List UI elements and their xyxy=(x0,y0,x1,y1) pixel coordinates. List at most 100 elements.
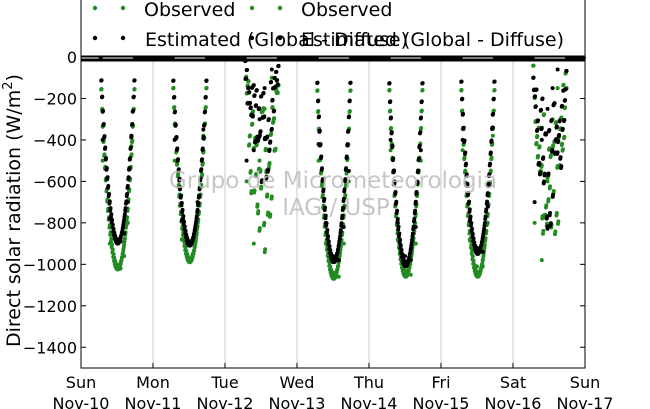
data-point xyxy=(181,214,186,219)
data-point xyxy=(178,185,183,190)
data-point xyxy=(199,167,204,172)
data-point xyxy=(464,161,469,166)
estimated-point xyxy=(129,133,134,138)
data-point xyxy=(131,94,136,99)
data-point xyxy=(176,157,181,162)
data-point xyxy=(200,157,205,162)
data-point xyxy=(101,122,106,127)
data-point xyxy=(470,232,475,237)
estimated-point xyxy=(403,254,407,259)
data-point xyxy=(202,122,207,127)
data-point xyxy=(257,226,262,231)
data-point xyxy=(491,96,496,101)
data-point xyxy=(340,213,345,218)
legend-marker xyxy=(249,35,255,41)
grid-lines xyxy=(152,57,514,368)
data-point xyxy=(172,105,177,110)
data-point xyxy=(327,244,332,249)
estimated-point xyxy=(490,125,495,130)
data-point xyxy=(269,194,274,199)
data-point xyxy=(416,168,421,173)
data-point xyxy=(275,78,280,83)
x-tick-date-label: Nov-13 xyxy=(269,394,326,409)
data-point xyxy=(463,150,468,155)
data-point xyxy=(107,199,112,204)
estimated-point xyxy=(388,137,393,142)
x-tick-day-label: Sun xyxy=(66,373,96,392)
data-point xyxy=(270,105,275,110)
data-point xyxy=(99,78,104,83)
data-point xyxy=(563,105,568,110)
data-point xyxy=(320,181,325,186)
data-point xyxy=(247,142,252,147)
data-point xyxy=(492,79,497,84)
data-point xyxy=(108,206,113,211)
data-point xyxy=(420,81,425,86)
data-point xyxy=(540,96,545,101)
data-point xyxy=(317,114,322,119)
data-point xyxy=(467,199,472,204)
data-point xyxy=(262,250,267,255)
x-tick-day-label: Fri xyxy=(431,373,450,392)
data-point xyxy=(192,248,197,253)
data-point xyxy=(410,237,415,242)
data-point xyxy=(334,271,339,276)
x-tick-date-label: Nov-16 xyxy=(485,394,542,409)
data-point xyxy=(399,247,404,252)
data-point xyxy=(262,220,267,225)
observed-point xyxy=(413,241,418,246)
y-axis-label-superscript: 2 xyxy=(1,82,16,90)
data-point xyxy=(544,203,549,208)
data-point xyxy=(203,105,208,110)
legend-marker xyxy=(277,5,283,11)
data-point xyxy=(335,251,340,256)
data-point xyxy=(131,108,136,113)
data-point xyxy=(341,196,346,201)
data-point xyxy=(466,191,471,196)
data-point xyxy=(558,155,563,160)
data-point xyxy=(268,212,273,217)
estimated-point xyxy=(185,241,190,246)
data-point xyxy=(276,63,281,68)
observed-point xyxy=(460,148,465,153)
data-point xyxy=(275,82,280,87)
estimated-point xyxy=(107,216,112,221)
data-point xyxy=(204,78,209,83)
data-point xyxy=(251,113,256,118)
data-point xyxy=(483,214,488,219)
estimated-point xyxy=(179,218,184,223)
data-point xyxy=(550,148,555,153)
data-point xyxy=(325,228,330,233)
data-point xyxy=(489,138,494,143)
data-point xyxy=(485,199,490,204)
estimated-point xyxy=(418,148,423,153)
data-point xyxy=(338,228,343,233)
data-point xyxy=(171,78,176,83)
data-point xyxy=(183,245,188,250)
observed-point xyxy=(475,264,479,269)
data-point xyxy=(394,199,399,204)
estimated-point xyxy=(118,239,123,244)
legend-marker xyxy=(120,5,126,11)
data-point xyxy=(531,75,536,80)
legend-marker xyxy=(277,35,283,41)
estimated-point xyxy=(545,106,550,111)
data-point xyxy=(534,140,539,145)
data-point xyxy=(122,242,127,247)
data-point xyxy=(392,179,397,184)
data-point xyxy=(387,81,392,86)
data-point xyxy=(102,134,107,139)
data-point xyxy=(263,146,268,151)
data-point xyxy=(563,86,568,91)
observed-point xyxy=(190,251,195,256)
data-point xyxy=(343,193,348,198)
data-point xyxy=(197,193,202,198)
data-point xyxy=(460,96,465,101)
data-point xyxy=(390,143,395,148)
data-point xyxy=(563,98,568,103)
observed-point xyxy=(251,241,256,246)
estimated-point xyxy=(539,137,544,142)
data-point xyxy=(125,183,130,188)
data-point xyxy=(119,258,124,263)
data-point xyxy=(564,68,569,73)
